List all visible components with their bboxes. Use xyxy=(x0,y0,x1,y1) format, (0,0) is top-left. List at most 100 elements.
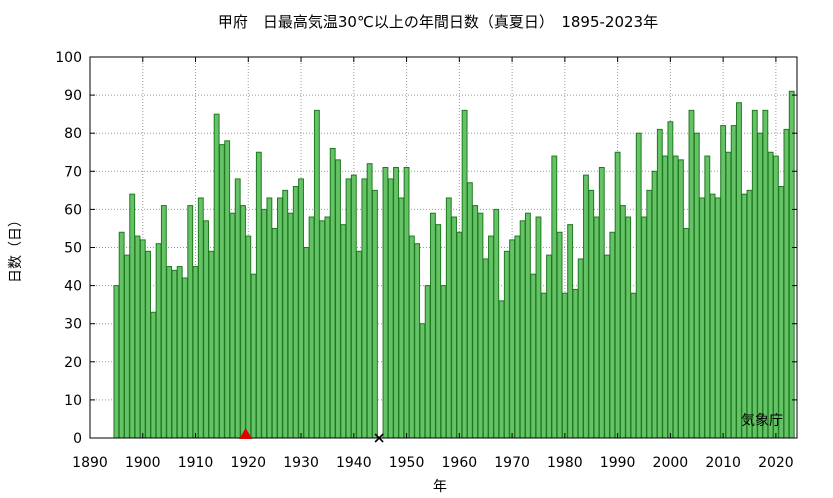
bar-2010 xyxy=(720,125,727,439)
bar-1957 xyxy=(440,285,447,439)
bar-1905 xyxy=(166,266,173,439)
bar-2018 xyxy=(762,109,769,439)
bar-1902 xyxy=(150,311,157,439)
bar-1914 xyxy=(213,113,220,439)
y-tick-label: 50 xyxy=(64,241,82,257)
bar-1963 xyxy=(472,205,479,439)
bar-2011 xyxy=(725,151,732,439)
bar-2015 xyxy=(746,189,753,439)
x-tick-label: 1950 xyxy=(389,455,425,471)
bar-2009 xyxy=(714,197,721,439)
bar-1897 xyxy=(124,254,130,439)
bar-1952 xyxy=(414,243,421,439)
bar-1931 xyxy=(303,247,310,439)
bar-1981 xyxy=(567,224,574,439)
y-tick-label: 20 xyxy=(64,355,82,371)
x-tick-label: 2020 xyxy=(758,455,794,471)
bar-2019 xyxy=(767,151,774,439)
bar-1940 xyxy=(350,174,357,439)
bar-1915 xyxy=(218,144,225,439)
y-tick-label: 80 xyxy=(64,126,82,142)
bar-1985 xyxy=(588,189,595,439)
bar-1895 xyxy=(113,285,120,439)
bar-1930 xyxy=(298,178,304,439)
bar-1917 xyxy=(229,212,236,439)
bar-2003 xyxy=(683,227,690,439)
x-tick-label: 1960 xyxy=(442,455,478,471)
bar-1921 xyxy=(250,273,257,439)
bar-1958 xyxy=(445,197,452,439)
bar-1954 xyxy=(424,285,431,439)
y-axis-label: 日数（日） xyxy=(8,213,24,283)
bar-1968 xyxy=(498,300,505,439)
cross-marker xyxy=(374,433,384,443)
bar-1967 xyxy=(493,208,500,439)
bar-1974 xyxy=(530,273,537,439)
bar-2007 xyxy=(704,155,711,439)
bar-1912 xyxy=(203,220,209,439)
x-axis-label: 年 xyxy=(433,479,447,495)
bar-1916 xyxy=(224,140,231,439)
x-tick-label: 1910 xyxy=(178,455,214,471)
bars xyxy=(113,90,795,439)
bar-2005 xyxy=(693,132,700,439)
bar-1904 xyxy=(160,205,167,439)
bar-1966 xyxy=(488,235,494,439)
bar-1994 xyxy=(635,132,642,439)
bar-1989 xyxy=(609,231,616,439)
bar-1960 xyxy=(456,231,463,439)
x-tick-label: 1890 xyxy=(72,455,108,471)
bar-1928 xyxy=(287,212,294,439)
bar-1983 xyxy=(577,258,584,439)
x-tick-label: 1930 xyxy=(283,455,319,471)
bar-1971 xyxy=(514,235,521,439)
bar-1999 xyxy=(662,155,669,439)
x-tick-label: 1970 xyxy=(494,455,530,471)
chart-title: 甲府 日最高気温30℃以上の年間日数（真夏日） 1895-2023年 xyxy=(218,13,658,31)
bar-1896 xyxy=(118,231,125,439)
y-tick-label: 30 xyxy=(64,317,82,333)
bar-1927 xyxy=(282,189,289,439)
bar-1970 xyxy=(509,239,516,439)
bar-1934 xyxy=(319,220,326,439)
bar-1906 xyxy=(171,269,178,439)
bar-1947 xyxy=(387,178,394,439)
bar-1936 xyxy=(329,147,336,439)
bar-1899 xyxy=(134,235,141,439)
bar-1943 xyxy=(366,163,373,439)
bar-1998 xyxy=(656,128,663,439)
bar-1946 xyxy=(382,166,389,439)
bar-2006 xyxy=(699,197,705,439)
bar-1933 xyxy=(313,109,320,439)
x-tick-label: 2000 xyxy=(653,455,689,471)
bar-2000 xyxy=(667,121,674,439)
bar-1907 xyxy=(176,266,183,439)
bar-1903 xyxy=(155,243,162,439)
bar-1996 xyxy=(646,189,653,439)
y-tick-label: 0 xyxy=(73,431,82,447)
bar-1965 xyxy=(482,258,489,439)
bar-1942 xyxy=(361,178,368,439)
bar-1944 xyxy=(371,189,378,439)
bar-1987 xyxy=(598,166,605,439)
bar-2016 xyxy=(751,109,758,439)
bar-1995 xyxy=(641,216,647,439)
bar-1961 xyxy=(461,109,468,439)
bar-1941 xyxy=(356,250,363,439)
bar-1939 xyxy=(345,178,352,439)
y-tick-label: 10 xyxy=(64,393,82,409)
y-tick-label: 90 xyxy=(64,88,82,104)
bar-1924 xyxy=(266,197,273,439)
bar-2022 xyxy=(783,128,790,439)
bar-1959 xyxy=(451,216,457,439)
axis-ticks: 0 10 20 30 40 50 60 70 80 90 100 1890 1900 1910 1920 19… xyxy=(55,50,797,471)
bar-1898 xyxy=(129,193,136,439)
x-tick-label: 1940 xyxy=(336,455,372,471)
bar-1990 xyxy=(614,151,621,439)
x-tick-label: 2010 xyxy=(705,455,741,471)
source-credit: 気象庁 xyxy=(741,413,783,429)
x-tick-label: 1990 xyxy=(600,455,636,471)
bar-2004 xyxy=(688,109,695,439)
bar-1908 xyxy=(182,277,188,439)
